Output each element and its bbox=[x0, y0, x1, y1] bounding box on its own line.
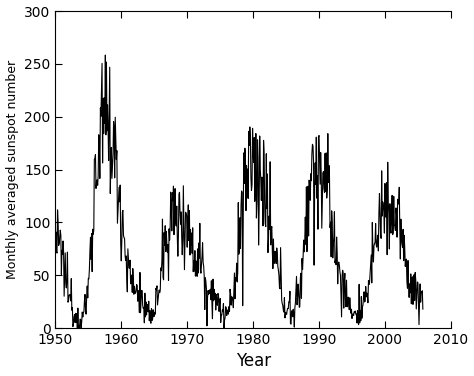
X-axis label: Year: Year bbox=[236, 352, 271, 370]
Y-axis label: Monthly averaged sunspot number: Monthly averaged sunspot number bbox=[6, 60, 18, 279]
